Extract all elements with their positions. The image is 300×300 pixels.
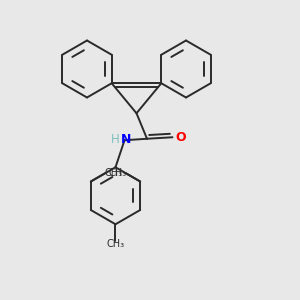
Text: O: O	[175, 131, 185, 144]
Text: H: H	[110, 133, 119, 146]
Text: CH₃: CH₃	[109, 168, 127, 178]
Text: CH₃: CH₃	[104, 168, 122, 178]
Text: CH₃: CH₃	[106, 239, 124, 249]
Text: N: N	[121, 133, 131, 146]
